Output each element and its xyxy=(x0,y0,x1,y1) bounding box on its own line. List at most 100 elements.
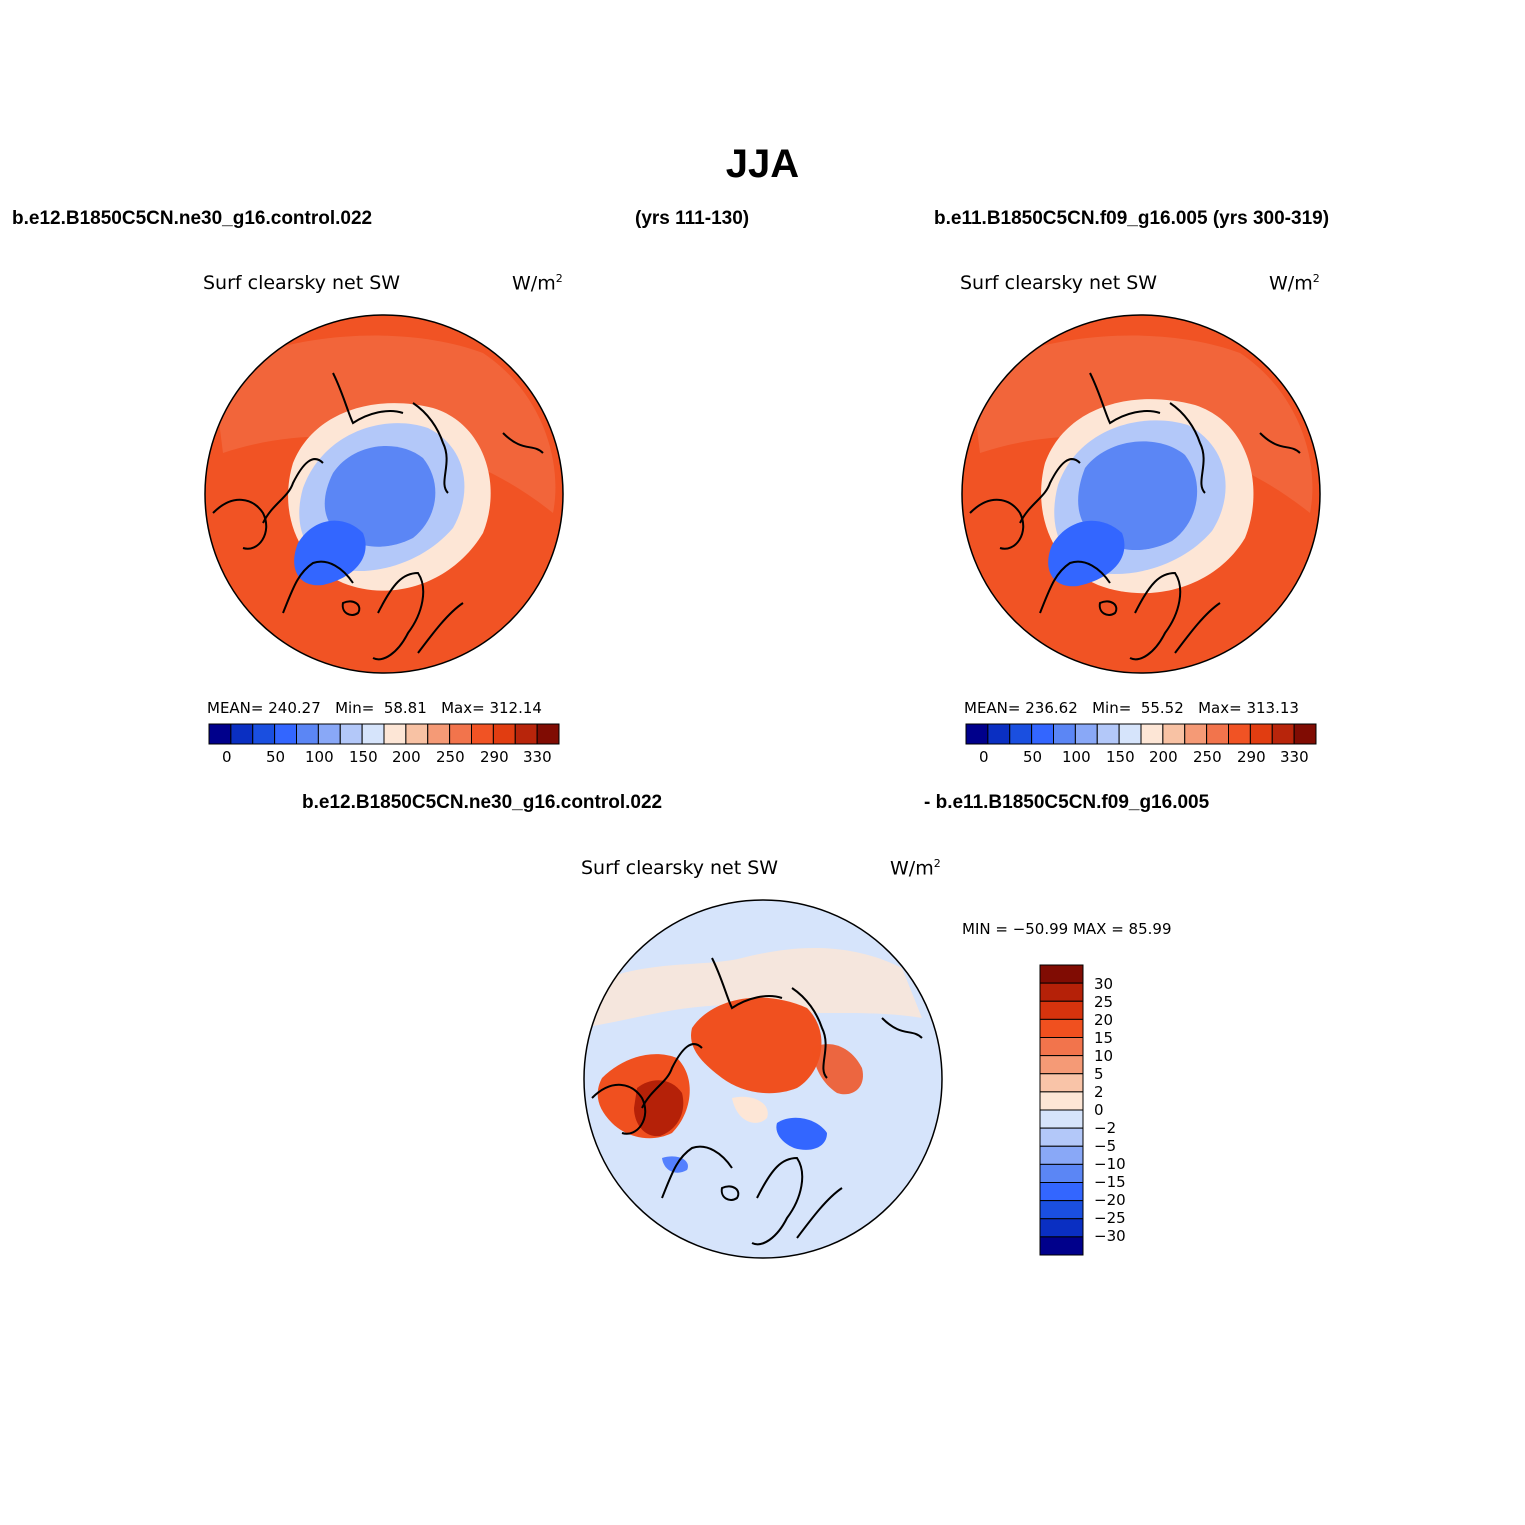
colorbar-box xyxy=(1162,723,1186,745)
colorbar-box xyxy=(1053,723,1076,745)
panel2-cb-label: 0 xyxy=(979,748,989,766)
panel1-units: W/m2 xyxy=(512,272,563,295)
panel2-cb-label: 290 xyxy=(1237,748,1266,766)
panel2-colorbar xyxy=(965,723,1317,745)
diff-case-a-label: b.e12.B1850C5CN.ne30_g16.control.022 xyxy=(302,792,663,813)
case-left-label: b.e12.B1850C5CN.ne30_g16.control.022 xyxy=(12,208,373,229)
colorbar-box xyxy=(1228,723,1251,745)
colorbar-box xyxy=(1184,723,1208,745)
panel1-cb-label: 200 xyxy=(392,748,421,766)
panel3-cb-label: 25 xyxy=(1094,993,1114,1011)
panel3-cb-label: 10 xyxy=(1094,1047,1114,1065)
colorbar-box xyxy=(361,723,385,745)
colorbar-box xyxy=(317,723,341,745)
panel3-cb-label: 5 xyxy=(1094,1065,1104,1083)
panel3-cb-label: −2 xyxy=(1094,1119,1117,1137)
panel2-cb-label: 330 xyxy=(1280,748,1309,766)
colorbar-box xyxy=(1009,723,1033,745)
colorbar-box xyxy=(1249,723,1273,745)
diff-case-b-label: - b.e11.B1850C5CN.f09_g16.005 xyxy=(924,792,1210,813)
panel2-cb-label: 50 xyxy=(1023,748,1043,766)
colorbar-box xyxy=(1039,964,1084,984)
panel3-cb-label: −25 xyxy=(1094,1209,1126,1227)
panel3-cb-label: −15 xyxy=(1094,1173,1126,1191)
panel2-variable: Surf clearsky net SW xyxy=(960,272,1158,294)
colorbar-box xyxy=(514,723,538,745)
panel3-colorbar-labels: 30 25 20 15 10 5 2 0 −2 −5 −10 −15 −20 −… xyxy=(1094,975,1154,1245)
panel3-cb-label: 15 xyxy=(1094,1029,1114,1047)
colorbar-box xyxy=(1096,723,1120,745)
panel3-cb-label: −20 xyxy=(1094,1191,1126,1209)
panel1-cb-label: 250 xyxy=(436,748,465,766)
panel3-units: W/m2 xyxy=(890,857,941,880)
panel2-colorbar-labels: 0 50 100 150 200 250 290 330 xyxy=(966,748,1316,768)
colorbar-box xyxy=(987,723,1011,745)
colorbar-box xyxy=(339,723,363,745)
colorbar-box xyxy=(274,723,297,745)
colorbar-box xyxy=(471,723,494,745)
colorbar-box xyxy=(230,723,254,745)
panel1-cb-label: 0 xyxy=(222,748,232,766)
panel1-cb-label: 150 xyxy=(349,748,378,766)
colorbar-box xyxy=(1271,723,1295,745)
colorbar-box xyxy=(492,723,516,745)
colorbar-box xyxy=(1118,723,1142,745)
colorbar-box xyxy=(1039,1055,1084,1075)
colorbar-box xyxy=(1039,1073,1084,1093)
panel2-cb-label: 100 xyxy=(1062,748,1091,766)
colorbar-box xyxy=(1039,1218,1084,1238)
colorbar-box xyxy=(1039,1037,1084,1057)
colorbar-box xyxy=(427,723,451,745)
panel1-colorbar xyxy=(208,723,560,745)
panel3-cb-label: −5 xyxy=(1094,1137,1117,1155)
panel1-cb-label: 50 xyxy=(266,748,286,766)
colorbar-box xyxy=(296,723,319,745)
colorbar-box xyxy=(1039,1200,1084,1220)
panel3-minmax: MIN = −50.99 MAX = 85.99 xyxy=(962,920,1172,938)
case-right-label: b.e11.B1850C5CN.f09_g16.005 (yrs 300-319… xyxy=(934,208,1330,229)
colorbar-box xyxy=(1140,723,1164,745)
colorbar-box xyxy=(1039,1127,1084,1147)
panel3-cb-label: −30 xyxy=(1094,1227,1126,1245)
panel2-cb-label: 150 xyxy=(1106,748,1135,766)
panel1-stats: MEAN= 240.27 Min= 58.81 Max= 312.14 xyxy=(207,699,542,717)
panel2-cb-label: 250 xyxy=(1193,748,1222,766)
colorbar-box xyxy=(1206,723,1229,745)
panel3-cb-label: −10 xyxy=(1094,1155,1126,1173)
colorbar-box xyxy=(208,723,232,745)
colorbar-box xyxy=(1039,1091,1084,1111)
panel3-cb-label: 20 xyxy=(1094,1011,1114,1029)
panel2-map xyxy=(961,314,1321,674)
colorbar-box xyxy=(1039,1018,1084,1038)
colorbar-box xyxy=(1039,1163,1084,1183)
colorbar-box xyxy=(1039,1109,1084,1129)
figure-title: JJA xyxy=(725,142,800,186)
colorbar-box xyxy=(536,723,560,745)
years-left-label: (yrs 111-130) xyxy=(635,208,750,229)
panel1-variable: Surf clearsky net SW xyxy=(203,272,401,294)
colorbar-box xyxy=(252,723,276,745)
colorbar-box xyxy=(1031,723,1054,745)
panel2-units: W/m2 xyxy=(1269,272,1320,295)
panel2-stats: MEAN= 236.62 Min= 55.52 Max= 313.13 xyxy=(964,699,1299,717)
panel3-cb-label: 30 xyxy=(1094,975,1114,993)
panel3-cb-label: 2 xyxy=(1094,1083,1104,1101)
panel1-map xyxy=(204,314,564,674)
colorbar-box xyxy=(1039,1236,1084,1256)
colorbar-box xyxy=(405,723,429,745)
colorbar-box xyxy=(449,723,472,745)
panel1-cb-label: 330 xyxy=(523,748,552,766)
colorbar-box xyxy=(965,723,989,745)
colorbar-box xyxy=(1074,723,1098,745)
panel1-cb-label: 290 xyxy=(480,748,509,766)
panel3-map xyxy=(583,899,943,1259)
panel3-variable: Surf clearsky net SW xyxy=(581,857,779,879)
panel3-colorbar xyxy=(1039,964,1084,1256)
colorbar-box xyxy=(1039,1145,1084,1165)
panel1-colorbar-labels: 0 50 100 150 200 250 290 330 xyxy=(209,748,559,768)
panel2-cb-label: 200 xyxy=(1149,748,1178,766)
panel1-cb-label: 100 xyxy=(305,748,334,766)
colorbar-box xyxy=(1039,1000,1084,1020)
panel3-cb-label: 0 xyxy=(1094,1101,1104,1119)
colorbar-box xyxy=(1039,982,1084,1002)
